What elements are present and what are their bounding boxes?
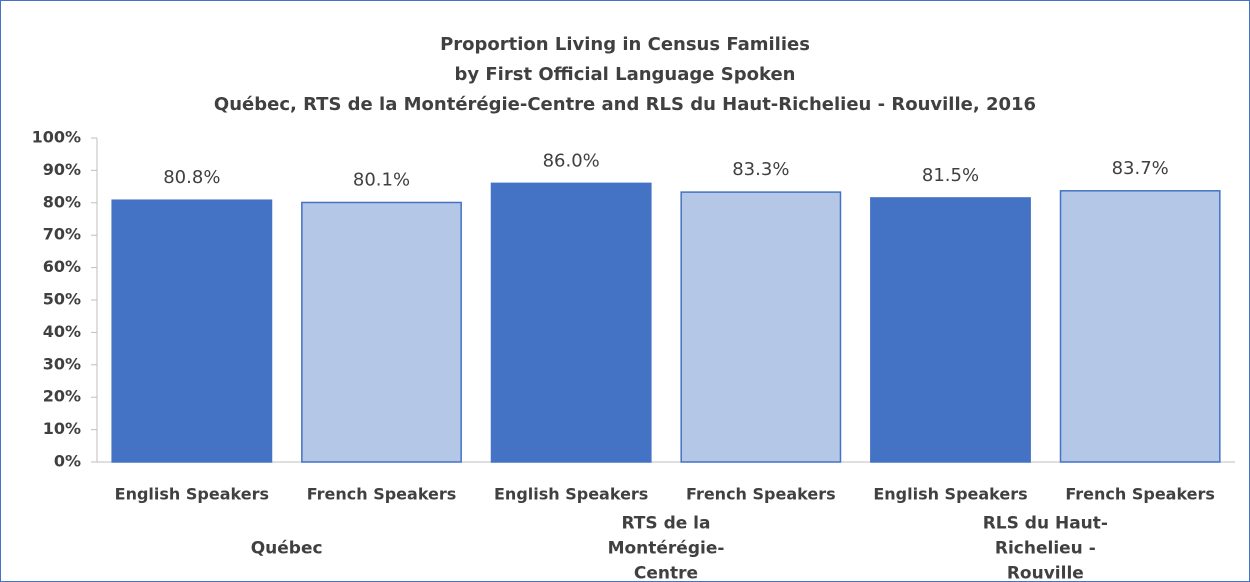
x-tick-label: French Speakers: [686, 485, 836, 504]
bar: [111, 199, 273, 463]
bar: [1059, 190, 1221, 463]
y-tick-label: 20%: [43, 387, 81, 406]
y-tick-label: 60%: [43, 257, 81, 276]
y-tick-label: 100%: [32, 128, 81, 147]
bar: [490, 182, 652, 463]
data-label: 86.0%: [543, 150, 600, 171]
group-label: RTS de la Montérégie-Centre: [607, 513, 725, 582]
data-label: 83.3%: [732, 159, 789, 180]
chart-title: by First Official Language Spoken: [455, 64, 796, 85]
bar: [680, 191, 842, 463]
group-label: RLS du Haut-Richelieu - Rouville: [982, 513, 1108, 582]
x-tick-label: French Speakers: [1065, 485, 1215, 504]
data-label: 80.8%: [163, 167, 220, 188]
x-tick-label: English Speakers: [873, 485, 1027, 504]
bar: [870, 197, 1031, 463]
x-tick-label: English Speakers: [494, 485, 648, 504]
data-label: 80.1%: [353, 169, 410, 190]
data-label: 81.5%: [922, 165, 979, 186]
chart-title: Proportion Living in Census Families: [440, 34, 810, 55]
y-tick-label: 10%: [43, 419, 81, 438]
y-tick-label: 40%: [43, 322, 81, 341]
y-tick-label: 0%: [54, 452, 81, 471]
y-tick-label: 50%: [43, 290, 81, 309]
data-label: 83.7%: [1112, 158, 1169, 179]
y-tick-label: 80%: [43, 192, 81, 211]
x-tick-label: French Speakers: [307, 485, 457, 504]
group-label: Québec: [250, 538, 323, 559]
bar: [301, 201, 462, 463]
chart-title: Québec, RTS de la Montérégie-Centre and …: [214, 94, 1036, 115]
y-tick-label: 70%: [43, 225, 81, 244]
y-tick-label: 90%: [43, 160, 81, 179]
x-tick-label: English Speakers: [115, 485, 269, 504]
y-tick-label: 30%: [43, 354, 81, 373]
